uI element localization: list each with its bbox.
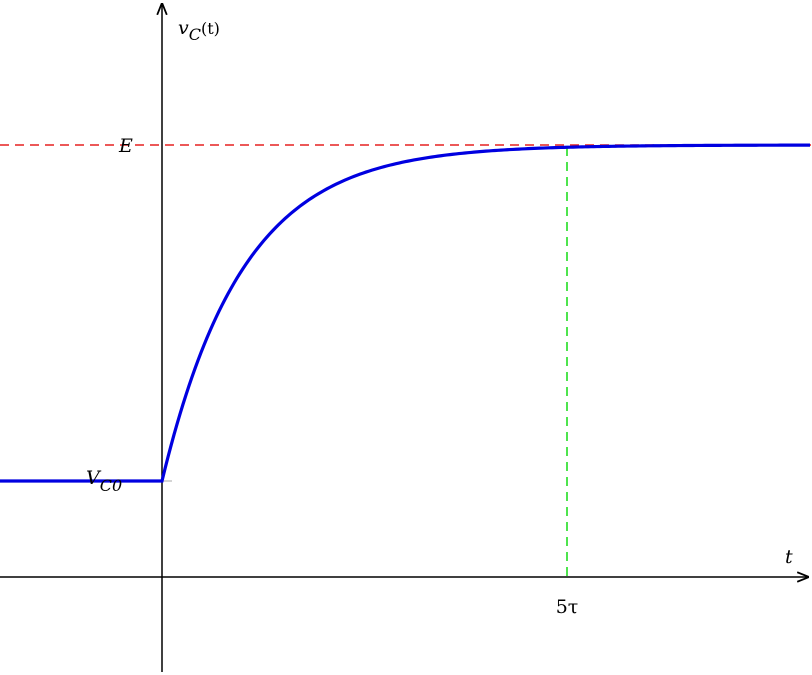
time-label: 5τ: [556, 596, 579, 618]
y-axis-label: vC(t): [178, 17, 220, 44]
response-curve: [0, 143, 811, 483]
final-level-label: E: [118, 135, 133, 157]
initial-level-label: VC0: [86, 467, 122, 495]
x-axis-label: t: [785, 546, 793, 568]
